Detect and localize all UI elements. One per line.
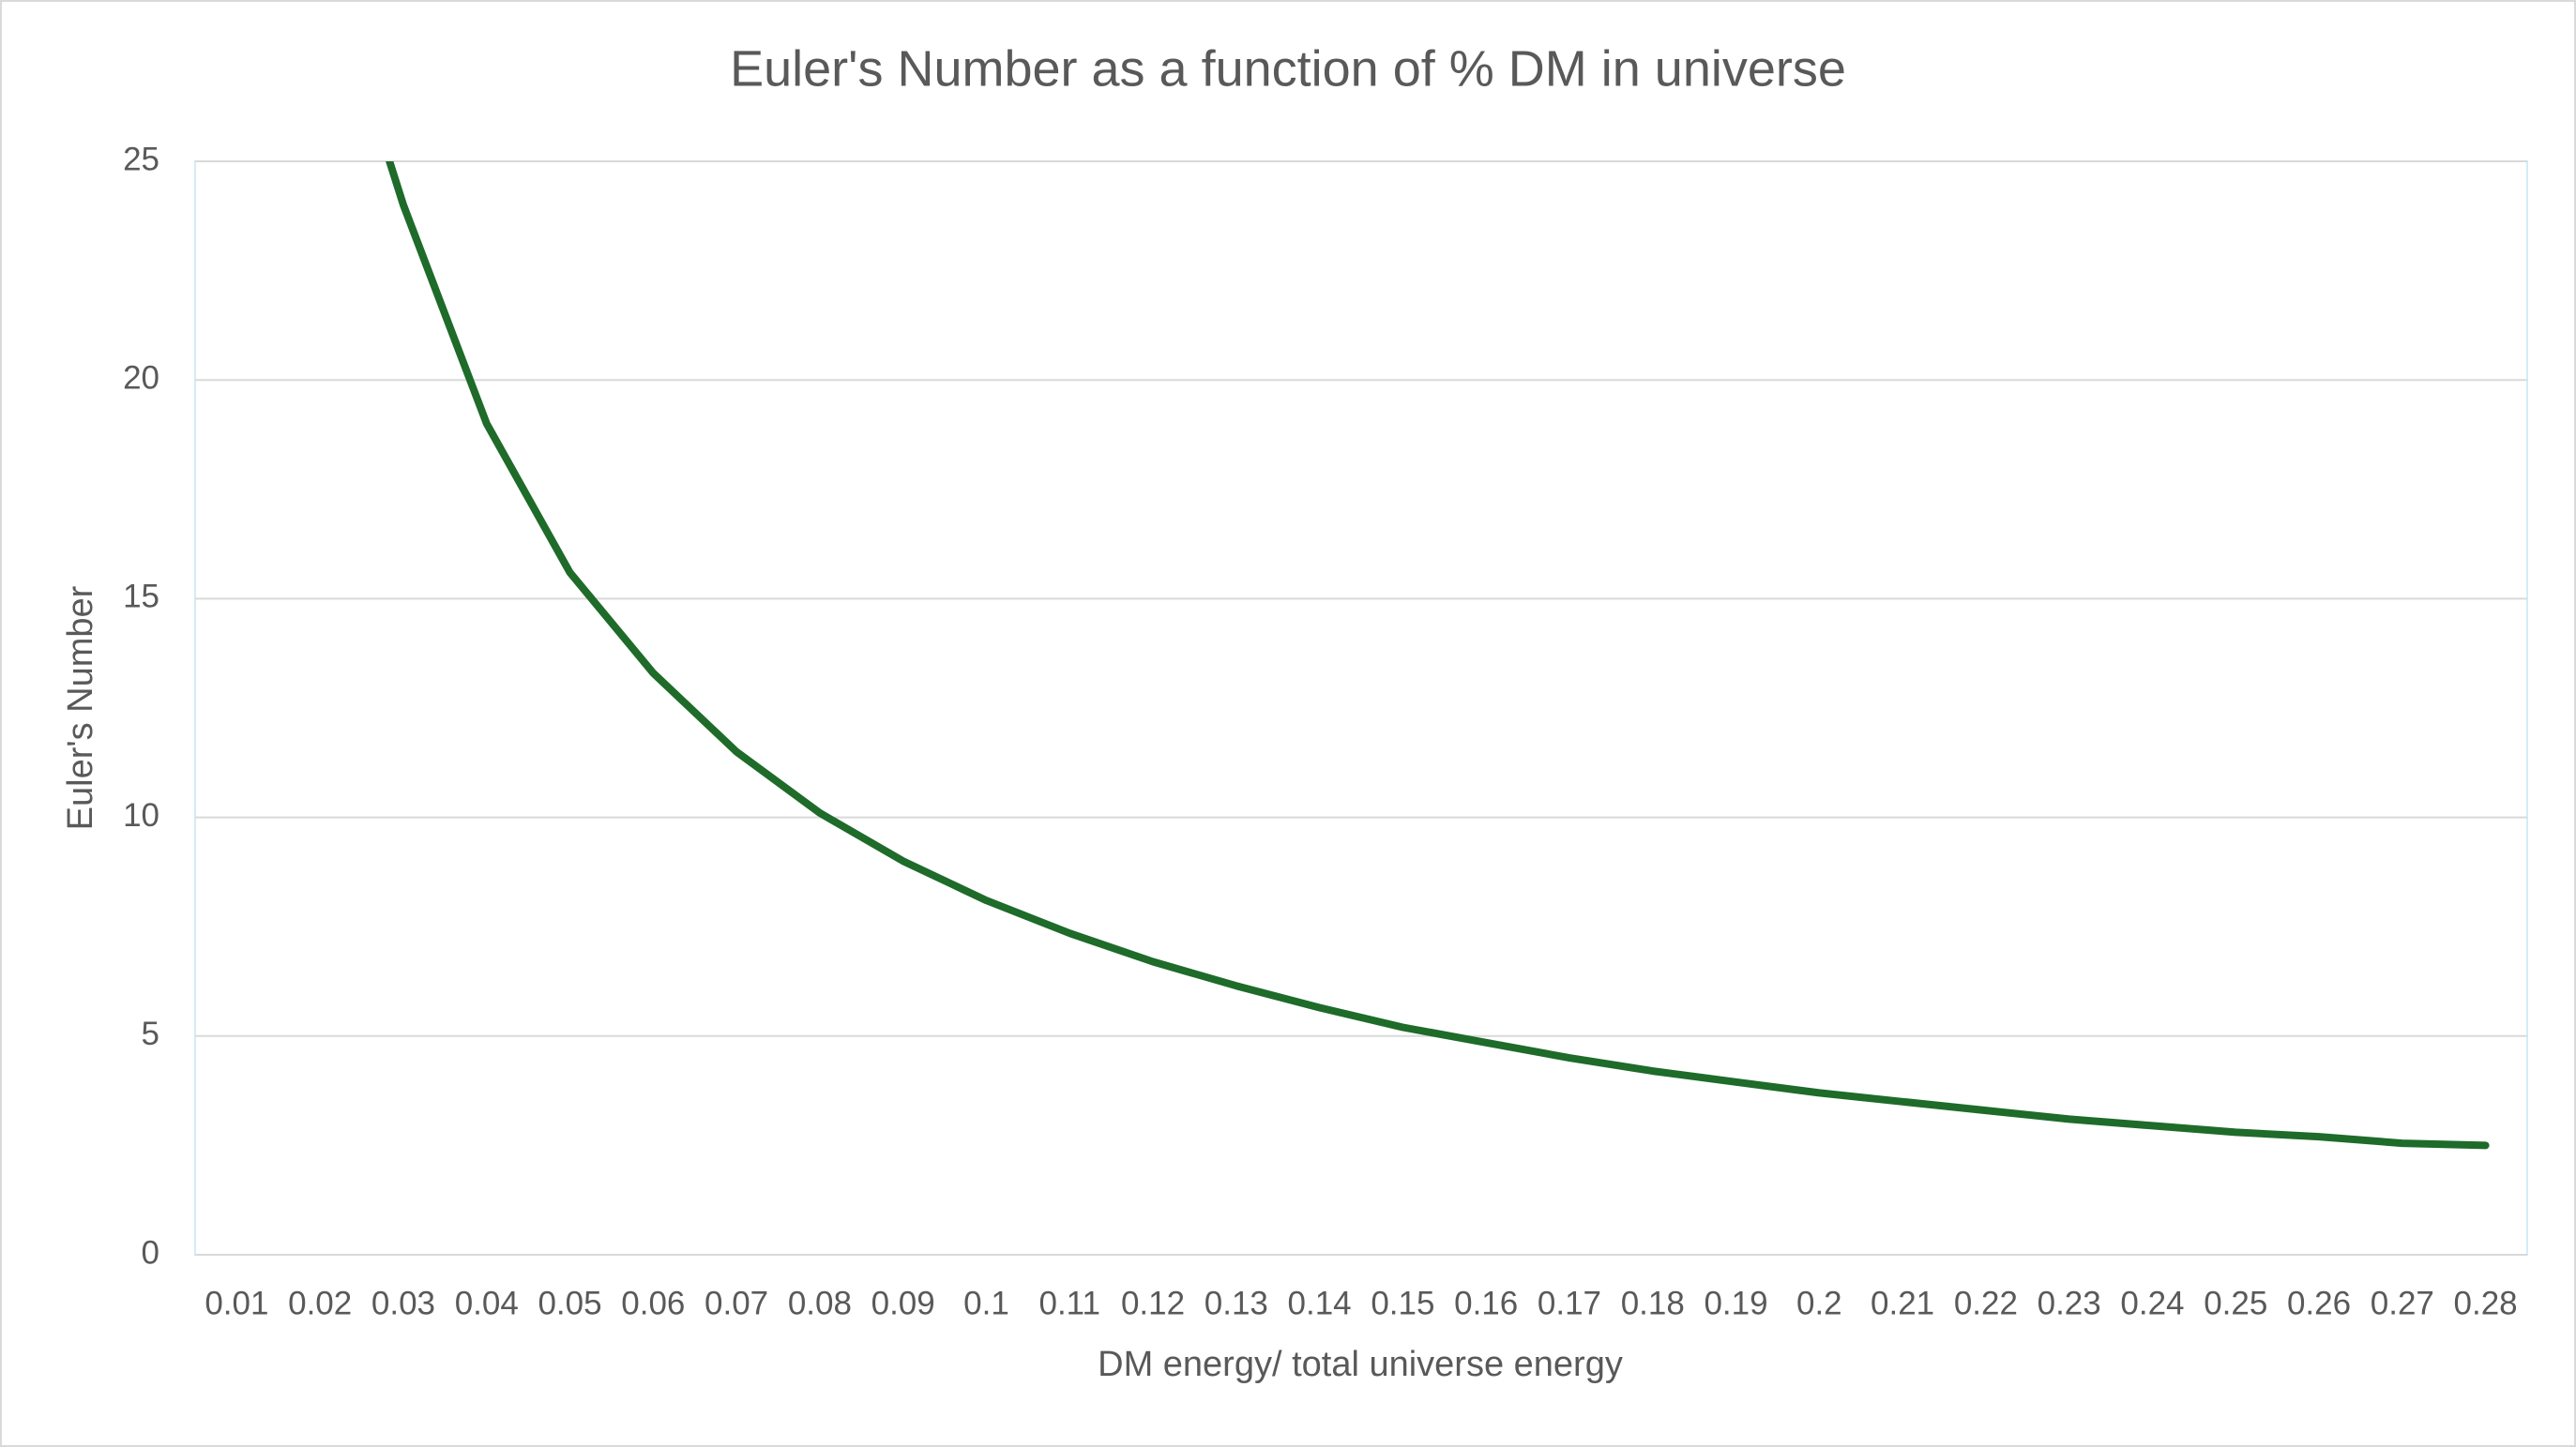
x-tick-label: 0.21 <box>1871 1285 1934 1321</box>
x-tick-label: 0.22 <box>1954 1285 2018 1321</box>
data-line <box>386 161 2490 1150</box>
y-tick-label: 25 <box>123 141 159 177</box>
y-tick-label: 20 <box>123 359 159 396</box>
x-tick-label: 0.11 <box>1038 1285 1100 1321</box>
x-tick-label: 0.1 <box>963 1285 1009 1321</box>
y-tick-label: 5 <box>142 1016 159 1052</box>
x-tick-label: 0.07 <box>705 1285 768 1321</box>
x-tick-label: 0.05 <box>538 1285 601 1321</box>
x-tick-label: 0.14 <box>1288 1285 1352 1321</box>
x-tick-label: 0.01 <box>205 1285 268 1321</box>
x-tick-label: 0.28 <box>2454 1285 2518 1321</box>
y-tick-label: 15 <box>123 579 159 615</box>
x-tick-label: 0.2 <box>1796 1285 1842 1321</box>
x-tick-label: 0.26 <box>2287 1285 2351 1321</box>
x-tick-label: 0.18 <box>1621 1285 1685 1321</box>
x-tick-label: 0.25 <box>2204 1285 2267 1321</box>
x-tick-label: 0.27 <box>2371 1285 2434 1321</box>
x-tick-label: 0.09 <box>871 1285 935 1321</box>
x-tick-label: 0.12 <box>1121 1285 1185 1321</box>
x-tick-label: 0.24 <box>2120 1285 2184 1321</box>
x-tick-label: 0.19 <box>1704 1285 1767 1321</box>
y-tick-label: 10 <box>123 797 159 834</box>
x-tick-label: 0.23 <box>2038 1285 2101 1321</box>
x-tick-label: 0.16 <box>1454 1285 1518 1321</box>
y-axis-title: Euler's Number <box>61 585 100 830</box>
x-axis-title: DM energy/ total universe energy <box>1098 1345 1623 1384</box>
x-tick-label: 0.02 <box>288 1285 352 1321</box>
x-tick-label: 0.15 <box>1371 1285 1434 1321</box>
x-tick-label: 0.03 <box>371 1285 435 1321</box>
y-tick-label: 0 <box>142 1234 159 1271</box>
chart-title: Euler's Number as a function of % DM in … <box>730 40 1846 97</box>
x-tick-label: 0.17 <box>1538 1285 1601 1321</box>
x-tick-label: 0.08 <box>788 1285 852 1321</box>
x-tick-label: 0.04 <box>455 1285 519 1321</box>
plot-clip <box>386 161 2490 1150</box>
x-tick-label: 0.13 <box>1205 1285 1268 1321</box>
x-tick-label: 0.06 <box>621 1285 685 1321</box>
